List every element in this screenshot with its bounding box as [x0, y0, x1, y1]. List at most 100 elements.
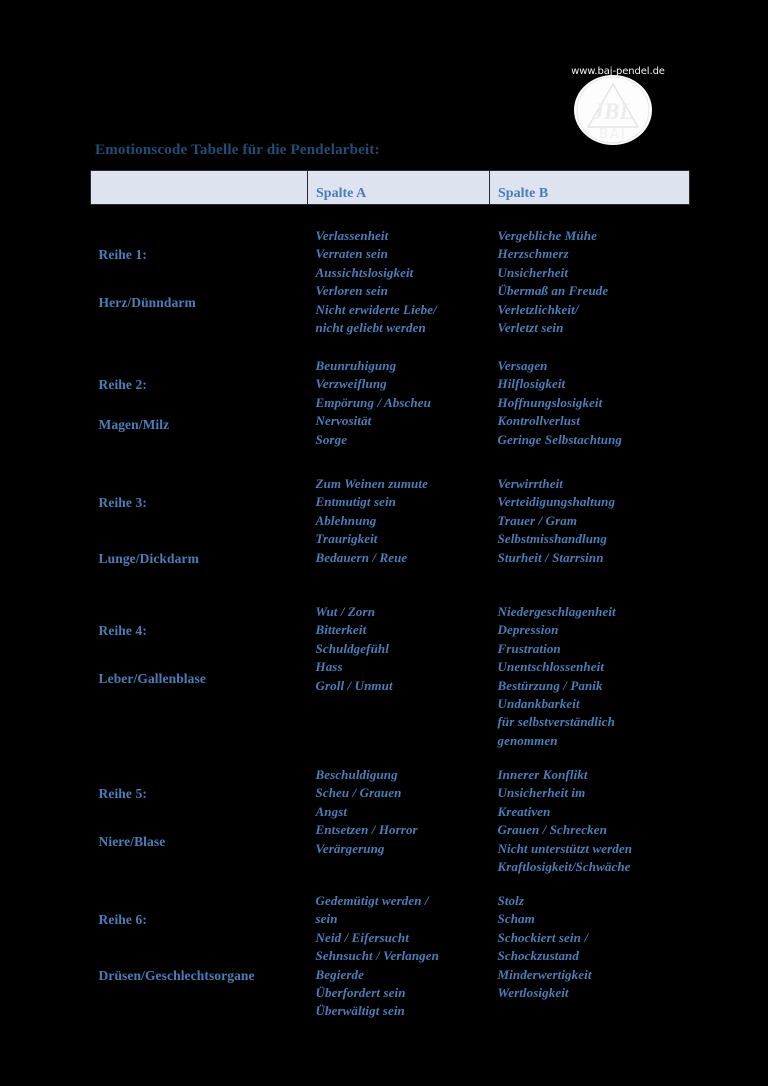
list-item: Verletzt sein — [497, 320, 564, 336]
table-header: Spalte A Spalte B — [90, 170, 690, 205]
row-name-5: Reihe 5: — [98, 786, 147, 801]
list-item: Verraten sein — [315, 246, 388, 262]
list-item: Nervosität — [315, 413, 372, 429]
list-item: Verletzlichkeit/ — [497, 301, 579, 317]
row-label-cell-6: Reihe 6: Drüsen/Geschlechtsorgane — [91, 892, 308, 1032]
list-item: Unsicherheit — [497, 264, 569, 280]
list-item: Unentschlossenheit — [497, 659, 605, 675]
list-item: Undankbarkeit — [497, 696, 580, 712]
row-3-column-b: Verwirrtheit Verteidigungshaltung Trauer… — [490, 475, 690, 603]
list-item: Begierde — [315, 966, 364, 982]
list-item: Schockzustand — [497, 948, 579, 964]
row-5-column-a: Beschuldigung Scheu / Grauen Angst Entse… — [308, 766, 490, 892]
list-item: Zum Weinen zumute — [315, 476, 428, 491]
term-list-4a: Wut / Zorn Bitterkeit Schuldgefühl Hass … — [308, 603, 490, 695]
row-organ-3: Lunge/Dickdarm — [98, 551, 199, 566]
row-name-4: Reihe 4: — [98, 623, 147, 638]
list-item: Bedauern / Reue — [315, 549, 408, 565]
list-item: Schockiert sein / — [497, 929, 589, 945]
row-4-column-a: Wut / Zorn Bitterkeit Schuldgefühl Hass … — [308, 603, 490, 766]
table-row: Reihe 5: Niere/Blase Beschuldigung Scheu… — [91, 766, 690, 892]
row-name-3: Reihe 3: — [98, 495, 147, 510]
row-organ-4: Leber/Gallenblase — [98, 671, 206, 686]
list-item: Scheu / Grauen — [315, 785, 402, 801]
list-item: Versagen — [497, 358, 548, 373]
row-2-column-a: Beunruhigung Verzweiflung Empörung / Abs… — [308, 357, 490, 475]
list-item: Angst — [315, 803, 348, 819]
list-item: für selbstverständlich — [497, 714, 615, 730]
term-list-1b: Vergebliche Mühe Herzschmerz Unsicherhei… — [490, 227, 690, 337]
list-item: Nicht erwiderte Liebe/ — [315, 301, 437, 317]
list-item: Stolz — [497, 893, 525, 908]
list-item: Minderwertigkeit — [497, 966, 592, 982]
term-list-4b: Niedergeschlagenheit Depression Frustrat… — [490, 603, 690, 750]
list-item: Schuldgefühl — [315, 640, 389, 656]
list-item: Gedemütigt werden / — [315, 893, 429, 908]
row-organ-5: Niere/Blase — [98, 834, 166, 849]
page-title: Emotionscode Tabelle für die Pendelarbei… — [95, 142, 380, 158]
row-label-cell-2: Reihe 2: Magen/Milz — [91, 357, 308, 475]
row-4-column-b: Niedergeschlagenheit Depression Frustrat… — [490, 603, 690, 766]
table-row: Reihe 4: Leber/Gallenblase Wut / Zorn Bi… — [91, 603, 690, 766]
row-5-column-b: Innerer Konflikt Unsicherheit im Kreativ… — [490, 766, 690, 892]
term-list-3a: Zum Weinen zumute Entmutigt sein Ablehnu… — [308, 475, 490, 567]
row-label-cell-1: Reihe 1: Herz/Dünndarm — [91, 227, 308, 357]
term-list-1a: Verlassenheit Verraten sein Aussichtslos… — [308, 227, 490, 337]
list-item: Entsetzen / Horror — [315, 822, 418, 838]
row-organ-2: Magen/Milz — [98, 417, 170, 432]
list-item: Empörung / Abscheu — [315, 394, 431, 410]
list-item: Verärgerung — [315, 840, 385, 856]
list-item: Wertlosigkeit — [497, 985, 569, 1001]
row-organ-6: Drüsen/Geschlechtsorgane — [98, 968, 255, 983]
term-list-2b: Versagen Hilflosigkeit Hoffnungslosigkei… — [490, 357, 690, 449]
list-item: Niedergeschlagenheit — [497, 604, 616, 619]
list-item: Neid / Eifersucht — [315, 929, 409, 945]
list-item: Hilflosigkeit — [497, 376, 566, 392]
list-item: Verwirrtheit — [497, 476, 563, 491]
list-item: Nicht unterstützt werden — [497, 840, 633, 856]
list-item: Überwältigt sein — [315, 1003, 405, 1019]
term-list-5b: Innerer Konflikt Unsicherheit im Kreativ… — [490, 766, 690, 876]
row-1-column-b: Vergebliche Mühe Herzschmerz Unsicherhei… — [490, 227, 690, 357]
row-6-column-b: Stolz Scham Schockiert sein / Schockzust… — [490, 892, 690, 1032]
list-item: Groll / Unmut — [315, 677, 393, 693]
list-item: genommen — [497, 732, 558, 748]
list-item: Hass — [315, 659, 343, 675]
term-list-5a: Beschuldigung Scheu / Grauen Angst Entse… — [308, 766, 490, 858]
baj-emblem-icon: JBL BAJ — [574, 75, 652, 145]
term-list-2a: Beunruhigung Verzweiflung Empörung / Abs… — [308, 357, 490, 449]
list-item: Sorge — [315, 431, 348, 447]
row-name-6: Reihe 6: — [98, 912, 147, 927]
term-list-3b: Verwirrtheit Verteidigungshaltung Trauer… — [490, 475, 690, 567]
column-header-spalte-b: Spalte B — [489, 170, 690, 205]
list-item: Grauen / Schrecken — [497, 822, 607, 838]
list-item: nicht geliebt werden — [315, 320, 426, 336]
emotionscode-table: Spalte A Spalte B Reihe 1: Herz/Dünndarm… — [90, 170, 690, 1032]
row-2-column-b: Versagen Hilflosigkeit Hoffnungslosigkei… — [490, 357, 690, 475]
spacer-row — [91, 205, 690, 228]
svg-text:JBL: JBL — [592, 99, 634, 124]
term-list-6b: Stolz Scham Schockiert sein / Schockzust… — [490, 892, 690, 1002]
list-item: Sturheit / Starrsinn — [497, 549, 604, 565]
list-item: Vergebliche Mühe — [497, 228, 597, 243]
list-item: Innerer Konflikt — [497, 767, 588, 782]
list-item: Beschuldigung — [315, 767, 398, 782]
row-name-2: Reihe 2: — [98, 377, 147, 392]
row-3-column-a: Zum Weinen zumute Entmutigt sein Ablehnu… — [308, 475, 490, 603]
list-item: Unsicherheit im — [497, 785, 586, 801]
list-item: Beunruhigung — [315, 358, 397, 373]
row-name-1: Reihe 1: — [98, 247, 147, 262]
list-item: Verlassenheit — [315, 228, 389, 243]
list-item: Trauer / Gram — [497, 512, 578, 528]
list-item: Übermaß an Freude — [497, 283, 609, 299]
list-item: Hoffnungslosigkeit — [497, 394, 603, 410]
list-item: Depression — [497, 622, 559, 638]
list-item: Entmutigt sein — [315, 494, 397, 510]
list-item: Kontrollverlust — [497, 413, 580, 429]
row-label-cell-4: Reihe 4: Leber/Gallenblase — [91, 603, 308, 766]
list-item: Geringe Selbstachtung — [497, 431, 623, 447]
list-item: Bitterkeit — [315, 622, 367, 638]
table-row: Reihe 2: Magen/Milz Beunruhigung Verzwei… — [91, 357, 690, 475]
list-item: Traurigkeit — [315, 531, 378, 547]
list-item: sein — [315, 911, 338, 927]
